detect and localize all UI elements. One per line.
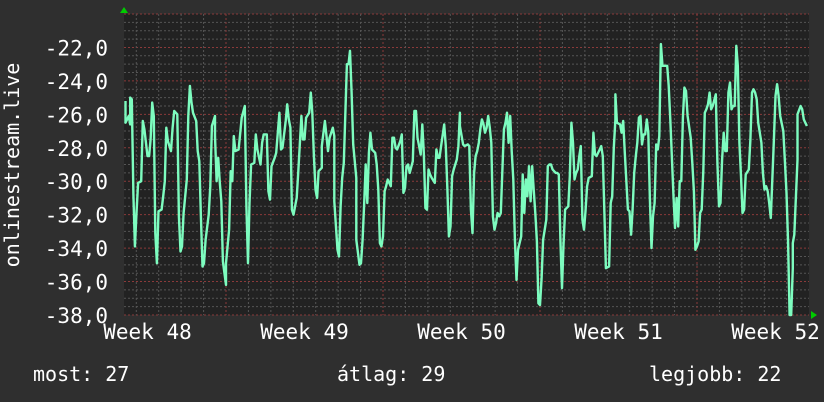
y-axis-label: onlinestream.live bbox=[0, 63, 24, 268]
y-tick-label: -28,0 bbox=[45, 137, 108, 161]
legend-current-label: most: bbox=[33, 362, 94, 386]
y-axis-arrow-icon bbox=[120, 7, 128, 13]
x-tick-label: Week 52 bbox=[731, 320, 820, 344]
legend-max-label: legjobb: bbox=[649, 362, 746, 386]
legend-current: most: 27 bbox=[33, 362, 129, 386]
x-axis-ticks: Week 48 Week 49 Week 50 Week 51 Week 52 bbox=[103, 320, 820, 344]
x-axis-arrow-icon bbox=[811, 311, 817, 319]
legend-max: legjobb: 22 bbox=[649, 362, 781, 386]
legend-max-value: 22 bbox=[757, 362, 782, 386]
y-tick-label: -34,0 bbox=[45, 237, 108, 261]
legend-average: átlag: 29 bbox=[337, 362, 445, 386]
x-tick-label: Week 50 bbox=[417, 320, 506, 344]
x-tick-label: Week 51 bbox=[574, 320, 663, 344]
y-tick-label: -24,0 bbox=[45, 70, 108, 94]
y-tick-label: -30,0 bbox=[45, 170, 108, 194]
series-line bbox=[124, 42, 808, 317]
plot-area bbox=[124, 14, 809, 315]
y-tick-label: -22,0 bbox=[45, 36, 108, 60]
x-tick-label: Week 49 bbox=[260, 320, 349, 344]
y-tick-label: -38,0 bbox=[45, 304, 108, 328]
y-tick-label: -36,0 bbox=[45, 271, 108, 295]
legend-average-label: átlag: bbox=[337, 362, 410, 386]
y-tick-label: -32,0 bbox=[45, 204, 108, 228]
legend-current-value: 27 bbox=[105, 362, 130, 386]
y-tick-label: -26,0 bbox=[45, 103, 108, 127]
x-tick-label: Week 48 bbox=[103, 320, 192, 344]
y-axis-ticks: -38,0 -36,0 -34,0 -32,0 -30,0 -28,0 -26,0 -24,0… bbox=[45, 36, 108, 328]
legend-average-value: 29 bbox=[421, 362, 446, 386]
